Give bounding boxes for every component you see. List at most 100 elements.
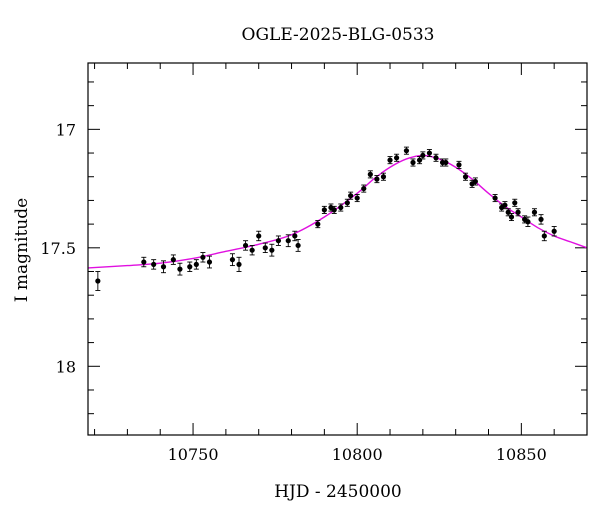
- data-point: [410, 158, 416, 167]
- point-marker: [416, 157, 423, 163]
- data-point: [285, 234, 291, 248]
- data-point: [367, 170, 373, 179]
- data-point: [275, 235, 282, 246]
- data-point: [315, 220, 321, 229]
- point-marker: [456, 162, 462, 168]
- point-marker: [256, 233, 262, 239]
- x-tick-label: 10800: [332, 445, 383, 464]
- data-point: [433, 153, 439, 162]
- data-point: [492, 194, 498, 203]
- point-marker: [331, 207, 337, 213]
- data-point: [262, 242, 268, 254]
- point-marker: [229, 257, 236, 263]
- y-tick-label: 18: [56, 357, 76, 376]
- axis-tick-labels: 10750 10800 10850 17 17.5 18: [40, 120, 546, 464]
- point-marker: [141, 259, 147, 265]
- point-marker: [508, 214, 515, 220]
- y-tick-label: 17.5: [40, 239, 76, 258]
- point-marker: [531, 209, 538, 215]
- x-axis-label: HJD - 2450000: [274, 482, 402, 502]
- data-point: [522, 215, 528, 224]
- point-marker: [515, 209, 521, 215]
- point-marker: [410, 159, 416, 166]
- data-point: [456, 160, 462, 169]
- data-point: [269, 243, 275, 257]
- plot-frame: [87, 62, 588, 436]
- point-marker: [242, 242, 249, 249]
- point-marker: [275, 238, 282, 244]
- point-marker: [393, 155, 400, 161]
- data-point: [416, 156, 423, 165]
- data-point: [374, 175, 380, 184]
- point-marker: [443, 159, 449, 166]
- data-point: [387, 156, 393, 165]
- data-point: [160, 260, 167, 274]
- data-point: [206, 255, 213, 269]
- data-point: [200, 252, 206, 263]
- point-marker: [170, 257, 176, 263]
- point-marker: [541, 233, 547, 239]
- data-point: [338, 203, 344, 212]
- data-point: [525, 216, 531, 227]
- data-point: [249, 244, 255, 256]
- point-marker: [380, 174, 387, 180]
- point-marker: [403, 148, 410, 154]
- data-point: [187, 261, 193, 272]
- point-marker: [315, 221, 321, 227]
- data-point: [236, 256, 242, 272]
- data-point: [170, 254, 176, 265]
- point-marker: [354, 195, 360, 201]
- point-marker: [338, 204, 344, 211]
- point-marker: [295, 242, 301, 249]
- model-curve: [87, 154, 588, 269]
- point-marker: [387, 157, 393, 163]
- point-marker: [236, 261, 242, 268]
- data-point: [354, 194, 360, 203]
- data-point: [551, 226, 557, 237]
- point-marker: [206, 259, 213, 265]
- data-point: [443, 158, 449, 167]
- data-point: [193, 259, 199, 270]
- point-marker: [292, 233, 298, 239]
- point-marker: [344, 200, 350, 206]
- data-point: [141, 256, 147, 268]
- data-point: [321, 205, 327, 214]
- y-axis-label: I magnitude: [12, 198, 32, 302]
- data-point: [426, 149, 433, 158]
- y-tick-label: 17: [56, 120, 76, 139]
- axis-ticks: [88, 63, 588, 435]
- data-point: [462, 172, 469, 181]
- data-point: [403, 146, 410, 155]
- data-point: [512, 198, 518, 207]
- data-point: [242, 240, 249, 251]
- point-marker: [177, 266, 183, 272]
- point-marker: [367, 171, 373, 177]
- data-point: [508, 213, 515, 222]
- data-point: [531, 208, 538, 217]
- point-marker: [502, 202, 508, 208]
- point-marker: [361, 185, 367, 192]
- point-marker: [151, 261, 157, 268]
- x-tick-label: 10750: [168, 445, 219, 464]
- point-marker: [492, 195, 498, 201]
- data-point: [151, 259, 157, 270]
- point-marker: [525, 219, 531, 225]
- data-point: [177, 262, 183, 276]
- point-marker: [420, 152, 426, 159]
- point-marker: [433, 155, 439, 161]
- data-point: [538, 214, 544, 225]
- point-marker: [374, 176, 380, 182]
- data-point: [541, 230, 547, 242]
- data-point: [420, 151, 426, 160]
- point-marker: [285, 238, 291, 244]
- point-marker: [321, 207, 327, 213]
- point-marker: [538, 216, 544, 222]
- x-tick-label: 10850: [496, 445, 547, 464]
- data-point: [295, 239, 301, 252]
- data-point: [229, 253, 236, 267]
- data-point: [292, 230, 298, 242]
- data-point: [344, 198, 350, 207]
- point-marker: [95, 278, 101, 284]
- data-point: [361, 184, 367, 193]
